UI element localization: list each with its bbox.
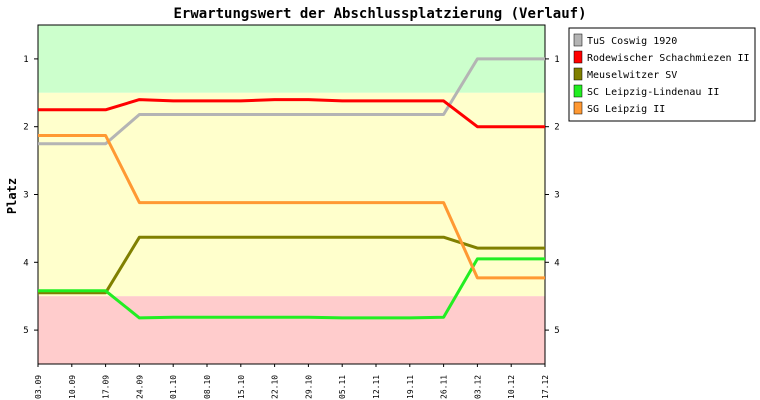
y-tick-label-left-3: 3 [23,191,28,201]
legend-swatch [573,101,583,115]
x-tick-label: 15.10 [237,375,246,399]
band-1 [38,92,545,297]
x-tick-label: 10.12 [507,375,516,399]
band-2 [38,296,545,364]
series-line-4 [38,134,545,280]
x-tick-label: 05.11 [338,375,347,399]
y-tick-label-left-2: 2 [23,123,28,133]
legend-entry-label: TuS Coswig 1920 [587,36,677,47]
x-tick-label: 10.09 [68,375,77,399]
y-tick-label-left-4: 4 [23,258,28,268]
x-tick-label: 24.09 [135,375,144,399]
y-tick-label-left-1: 1 [23,55,28,65]
series-line-3 [38,257,545,320]
y-tick-label-right-5: 5 [554,326,559,336]
series-line-0 [38,57,545,146]
x-tick-label: 03.12 [473,375,482,399]
y-axis-label: Platz [5,178,19,214]
series-lines [38,57,545,320]
legend-entry-label: Rodewischer Schachmiezen II [587,53,750,64]
y-tick-label-right-4: 4 [554,258,559,268]
band-0 [38,25,545,93]
x-tick-label: 29.10 [304,375,313,399]
x-tick-label: 17.09 [102,375,111,399]
x-tick-label: 08.10 [203,375,212,399]
legend-swatch [573,67,583,81]
x-axis-ticks: 03.09 10.09 17.09 24.09 01.10 08.10 15.10 22.10… [34,364,550,399]
legend-swatch [573,84,583,98]
x-tick-label: 22.10 [271,375,280,399]
legend-swatch [573,33,583,47]
legend: TuS Coswig 1920 Rodewischer Schachmiezen … [568,27,756,122]
legend-entry-label: Meuselwitzer SV [587,70,677,81]
x-tick-label: 26.11 [440,375,449,399]
x-tick-label: 17.12 [541,375,550,399]
y-tick-label-right-3: 3 [554,191,559,201]
y-axis-ticks: 1 1 2 2 3 3 4 4 5 5 [23,55,559,336]
y-tick-label-right-1: 1 [554,55,559,65]
chart-title: Erwartungswert der Abschlussplatzierung … [173,6,586,22]
legend-box [568,27,756,122]
legend-entry-label: SG Leipzig II [587,104,665,115]
legend-swatch [573,50,583,64]
y-tick-label-right-2: 2 [554,123,559,133]
background-bands [38,25,545,364]
x-tick-label: 01.10 [169,375,178,399]
x-tick-label: 03.09 [34,375,43,399]
x-tick-label: 19.11 [406,375,415,399]
y-tick-label-left-5: 5 [23,326,28,336]
series-line-1 [38,98,545,129]
legend-entry-label: SC Leipzig-Lindenau II [587,87,719,98]
x-tick-label: 12.11 [372,375,381,399]
